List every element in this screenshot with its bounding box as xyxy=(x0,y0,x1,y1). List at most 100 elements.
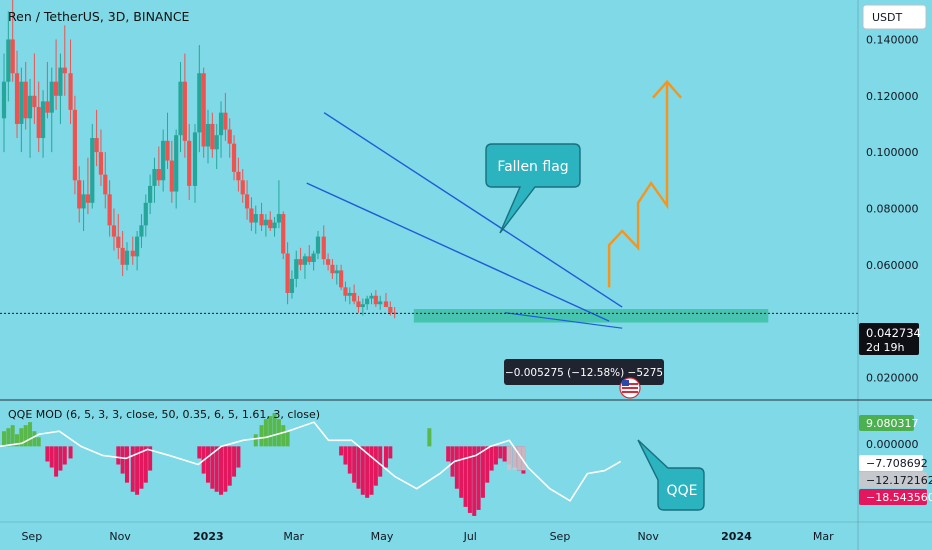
price-tick-label: 0.060000 xyxy=(866,259,919,272)
time-axis-label: 2023 xyxy=(193,530,224,543)
qqe-bar xyxy=(227,446,232,486)
candle-body xyxy=(321,236,326,260)
candle-body xyxy=(178,81,183,136)
candle xyxy=(139,214,144,248)
candle-body xyxy=(369,295,374,299)
candle xyxy=(77,166,82,223)
measure-tooltip: −0.005275 (−12.58%) −5275 xyxy=(504,359,664,385)
candle xyxy=(249,197,254,231)
candle xyxy=(94,109,99,167)
candle-body xyxy=(116,236,121,248)
qqe-bar xyxy=(378,446,383,477)
candle-body xyxy=(68,73,73,110)
qqe-bar xyxy=(148,446,153,471)
chart-title[interactable]: Ren / TetherUS, 3D, BINANCE xyxy=(8,9,190,24)
candle xyxy=(231,135,237,181)
candle-body xyxy=(156,169,161,181)
candle xyxy=(259,202,264,231)
candle-body xyxy=(298,259,303,265)
candle xyxy=(192,123,198,203)
candle-body xyxy=(352,292,357,302)
candle xyxy=(68,39,73,124)
qqe-bar xyxy=(54,446,59,477)
candle-body xyxy=(289,278,295,293)
qqe-bar xyxy=(135,446,140,495)
countdown-value: 2d 19h xyxy=(866,341,904,354)
qqe-bar xyxy=(124,446,129,483)
qqe-line xyxy=(0,421,622,502)
candle-body xyxy=(268,219,273,229)
qqe-bar xyxy=(427,428,432,447)
qqe-bar-neutral xyxy=(512,446,517,471)
support-zone[interactable] xyxy=(413,309,769,323)
qqe-callout[interactable]: QQE xyxy=(637,439,705,511)
qqe-bar-neutral xyxy=(506,446,511,471)
current-price-tag: 0.042734 2d 19h xyxy=(859,323,921,355)
candle-body xyxy=(23,81,28,119)
channel-line[interactable] xyxy=(323,112,623,308)
qqe-bar xyxy=(210,446,215,489)
fallen-flag-callout[interactable]: Fallen flag xyxy=(485,143,581,234)
candle xyxy=(253,205,258,234)
candle xyxy=(365,295,370,310)
projection-arrow[interactable] xyxy=(607,81,669,288)
candle xyxy=(40,90,46,158)
candle-body xyxy=(139,225,144,237)
candle-body xyxy=(124,250,130,265)
candle-body xyxy=(263,219,268,226)
candle xyxy=(143,194,148,237)
candle xyxy=(240,169,245,203)
channel-lines[interactable] xyxy=(306,112,623,329)
currency-label: USDT xyxy=(872,11,903,24)
candle-body xyxy=(392,312,397,314)
qqe-bar xyxy=(45,446,50,462)
channel-line[interactable] xyxy=(306,182,610,322)
qqe-value-3: −7.708692 xyxy=(866,457,928,470)
candle xyxy=(392,307,397,319)
time-axis[interactable]: Sep Nov 2023 Mar May Jul Sep Nov 2024 Mar xyxy=(21,530,834,543)
candle-body xyxy=(285,253,290,293)
qqe-bar xyxy=(253,434,258,447)
candle xyxy=(244,180,250,220)
qqe-bar xyxy=(58,446,63,471)
qqe-bar xyxy=(356,446,361,489)
qqe-title[interactable]: QQE MOD (6, 5, 3, 3, close, 50, 0.35, 6,… xyxy=(8,408,320,421)
qqe-bar xyxy=(498,446,503,459)
candle-body xyxy=(19,81,24,124)
qqe-bar xyxy=(197,446,202,459)
candle xyxy=(152,157,157,203)
candle-body xyxy=(214,135,219,150)
candle-body xyxy=(249,208,254,223)
candle xyxy=(373,290,378,308)
candle xyxy=(103,152,108,209)
candle-body xyxy=(36,107,41,139)
candle-body xyxy=(187,140,192,186)
candle-body xyxy=(103,174,108,195)
qqe-bar xyxy=(485,446,490,483)
candle-body xyxy=(210,123,215,150)
projection-arrow-layer xyxy=(607,79,682,288)
qqe-bar xyxy=(365,446,370,498)
qqe-value-2: 0.000000 xyxy=(866,438,919,451)
candle xyxy=(201,67,206,158)
candle xyxy=(378,295,383,310)
candle-body xyxy=(356,301,361,308)
candle xyxy=(352,284,357,305)
candle xyxy=(276,180,282,229)
currency-button[interactable]: USDT xyxy=(862,4,927,30)
price-axis[interactable]: 0.140000 0.120000 0.100000 0.080000 0.060000… xyxy=(866,33,919,384)
candle xyxy=(85,157,91,215)
candle xyxy=(14,50,20,139)
candle-body xyxy=(244,194,250,209)
qqe-bar xyxy=(15,434,20,447)
candle-body xyxy=(165,140,170,161)
candle-body xyxy=(77,180,82,209)
time-axis-label: Nov xyxy=(109,530,131,543)
time-axis-label: 2024 xyxy=(721,530,752,543)
candle-body xyxy=(383,301,389,308)
candle-body xyxy=(365,298,370,305)
candle xyxy=(111,208,117,251)
candle xyxy=(205,109,211,164)
qqe-bar xyxy=(214,446,219,492)
